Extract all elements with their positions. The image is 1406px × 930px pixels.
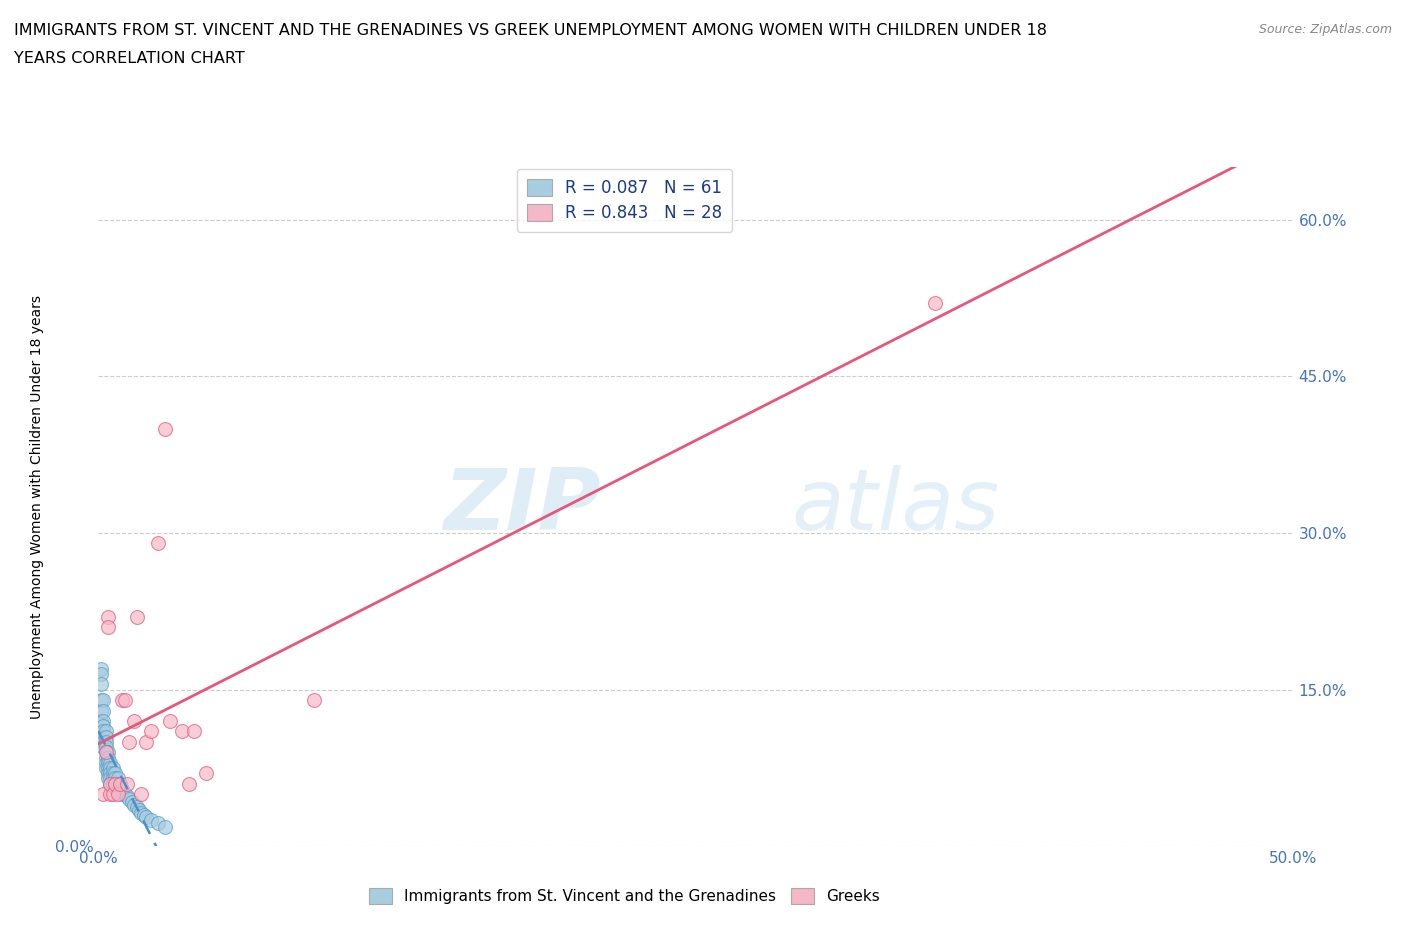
Point <box>90 693 112 708</box>
Point <box>124 713 146 728</box>
Point <box>91 713 114 728</box>
Point <box>179 777 201 791</box>
Point <box>90 667 112 682</box>
Point <box>121 795 143 810</box>
Point <box>91 729 114 744</box>
Point <box>128 803 150 817</box>
Point <box>97 765 120 780</box>
Point <box>107 771 129 786</box>
Point <box>114 787 136 802</box>
Point <box>155 421 177 436</box>
Point <box>118 791 141 806</box>
Point <box>98 765 122 780</box>
Point <box>111 787 134 802</box>
Point <box>104 771 127 786</box>
Point <box>107 777 129 791</box>
Point <box>97 751 120 765</box>
Point <box>98 787 122 802</box>
Point <box>94 735 117 750</box>
Point <box>98 761 122 776</box>
Point <box>90 713 112 728</box>
Point <box>98 755 122 770</box>
Point <box>108 781 131 796</box>
Point <box>139 724 162 738</box>
Point <box>104 781 127 796</box>
Point <box>91 735 114 750</box>
Text: Source: ZipAtlas.com: Source: ZipAtlas.com <box>1258 23 1392 36</box>
Point <box>97 771 120 786</box>
Point <box>97 609 120 624</box>
Point <box>98 777 122 791</box>
Point <box>94 751 117 765</box>
Point <box>183 724 205 738</box>
Point <box>91 724 114 738</box>
Point <box>924 296 946 311</box>
Point <box>107 787 129 802</box>
Point <box>104 777 127 791</box>
Point <box>114 693 136 708</box>
Legend: Immigrants from St. Vincent and the Grenadines, Greeks: Immigrants from St. Vincent and the Gren… <box>363 882 886 910</box>
Point <box>104 777 127 791</box>
Point <box>125 799 148 814</box>
Point <box>131 787 153 802</box>
Point <box>148 816 170 830</box>
Point <box>91 693 114 708</box>
Point <box>125 609 148 624</box>
Point <box>91 739 114 754</box>
Point <box>115 789 138 804</box>
Point <box>90 661 112 676</box>
Point <box>91 787 114 802</box>
Point <box>101 777 124 791</box>
Point <box>302 693 325 708</box>
Point <box>101 787 124 802</box>
Text: IMMIGRANTS FROM ST. VINCENT AND THE GRENADINES VS GREEK UNEMPLOYMENT AMONG WOMEN: IMMIGRANTS FROM ST. VINCENT AND THE GREN… <box>14 23 1047 38</box>
Point <box>94 724 117 738</box>
Point <box>148 536 170 551</box>
Point <box>111 781 134 796</box>
Point <box>94 745 117 760</box>
Point <box>108 777 131 791</box>
Point <box>94 761 117 776</box>
Text: atlas: atlas <box>792 465 1000 549</box>
Point <box>139 813 162 828</box>
Point <box>115 777 138 791</box>
Point <box>132 807 155 822</box>
Point <box>111 693 134 708</box>
Point <box>101 765 124 780</box>
Point <box>97 745 120 760</box>
Point <box>101 771 124 786</box>
Y-axis label: Unemployment Among Women with Children Under 18 years: Unemployment Among Women with Children U… <box>30 295 44 719</box>
Point <box>194 765 218 780</box>
Point <box>91 703 114 718</box>
Point <box>90 703 112 718</box>
Point <box>97 619 120 634</box>
Point <box>90 677 112 692</box>
Point <box>91 719 114 734</box>
Point <box>118 735 141 750</box>
Point <box>107 781 129 796</box>
Point <box>97 755 120 770</box>
Point <box>94 729 117 744</box>
Point <box>131 805 153 820</box>
Text: YEARS CORRELATION CHART: YEARS CORRELATION CHART <box>14 51 245 66</box>
Point <box>98 777 122 791</box>
Point <box>108 777 131 791</box>
Point <box>94 739 117 754</box>
Point <box>94 745 117 760</box>
Point <box>104 765 127 780</box>
Point <box>135 735 157 750</box>
Point <box>172 724 194 738</box>
Point <box>98 771 122 786</box>
Point <box>124 797 146 812</box>
Point <box>101 761 124 776</box>
Point <box>94 755 117 770</box>
Point <box>155 820 177 835</box>
Text: ZIP: ZIP <box>443 465 600 549</box>
Point <box>159 713 181 728</box>
Point <box>97 761 120 776</box>
Point <box>135 810 157 825</box>
